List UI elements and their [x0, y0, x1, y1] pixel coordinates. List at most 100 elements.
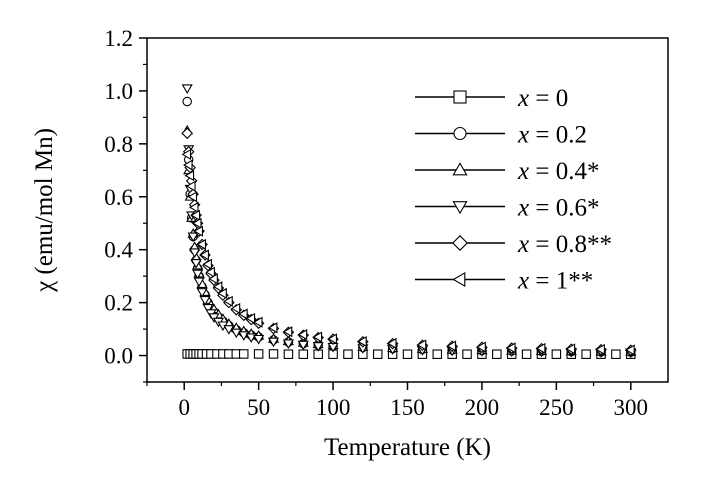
data-point	[551, 349, 562, 359]
data-point	[357, 335, 367, 348]
data-point	[182, 96, 192, 107]
data-point	[252, 316, 263, 328]
data-point	[196, 238, 206, 250]
legend-value: = 0.2	[529, 122, 587, 149]
legend-item: x = 0	[415, 85, 568, 112]
data-point	[402, 349, 413, 359]
data-point	[372, 349, 383, 359]
legend-var: x	[517, 122, 529, 149]
data-point	[283, 349, 294, 359]
legend-marker	[452, 201, 468, 215]
data-point	[253, 334, 265, 345]
data-point	[416, 339, 427, 351]
x-tick-label: 200	[465, 395, 500, 420]
legend-value: = 0	[529, 85, 568, 112]
data-point	[565, 343, 576, 355]
y-axis: 0.0 0.2 0.4 0.6 0.8 1.0 1.2	[104, 26, 147, 383]
x-axis: 0 50 100 150 200 250 300	[146, 382, 649, 420]
data-point	[581, 349, 591, 359]
data-point	[297, 340, 309, 351]
legend-value: = 0.4*	[529, 158, 599, 185]
data-point	[196, 288, 208, 298]
data-point	[182, 159, 193, 171]
data-point	[181, 84, 193, 94]
data-point	[386, 337, 397, 349]
y-tick-label: 1.0	[104, 79, 133, 104]
data-point	[184, 170, 195, 182]
data-point	[505, 342, 516, 354]
data-point	[535, 342, 546, 354]
data-point	[230, 302, 241, 315]
legend-label: x = 0.8**	[517, 231, 612, 258]
legend-value: = 0.8**	[529, 231, 612, 258]
data-point	[217, 287, 227, 299]
y-tick-label: 0.8	[104, 132, 133, 157]
y-tick-label: 0.2	[104, 291, 133, 316]
data-point	[298, 349, 309, 359]
data-point	[327, 333, 337, 345]
data-point	[267, 337, 280, 348]
data-point	[521, 349, 532, 359]
data-point	[181, 127, 194, 140]
data-point	[190, 209, 201, 221]
data-point	[492, 349, 502, 359]
data-point	[202, 258, 212, 270]
x-tick-label: 300	[614, 395, 649, 420]
data-point	[223, 325, 235, 335]
data-point	[212, 281, 223, 293]
x-tick-label: 150	[390, 395, 425, 420]
data-point	[268, 349, 279, 359]
y-tick-label: 1.2	[104, 26, 133, 51]
plot-area	[181, 84, 637, 359]
legend-value: = 0.6*	[529, 195, 599, 222]
data-point	[312, 331, 323, 343]
legend-item: x = 0.6*	[415, 195, 599, 222]
data-point	[282, 339, 294, 350]
legend-item: x = 1**	[415, 268, 593, 295]
x-tick-label: 50	[247, 395, 270, 420]
legend-var: x	[517, 158, 529, 185]
legend-label: x = 0.6*	[517, 195, 599, 222]
data-point	[625, 344, 635, 356]
legend-marker	[453, 90, 467, 104]
legend-item: x = 0.2	[415, 122, 587, 149]
legend-var: x	[517, 268, 529, 295]
data-point	[230, 328, 242, 339]
legend-item: x = 0.8**	[415, 231, 612, 258]
x-tick-label: 100	[316, 395, 351, 420]
data-point	[245, 333, 257, 343]
data-point	[343, 349, 353, 359]
legend-var: x	[517, 231, 529, 258]
data-point	[190, 259, 202, 269]
legend-marker	[452, 235, 468, 251]
data-point	[199, 249, 209, 261]
data-point	[185, 180, 196, 192]
data-point	[267, 322, 278, 334]
data-point	[189, 248, 201, 259]
legend-var: x	[517, 85, 529, 112]
y-tick-label: 0.6	[104, 185, 133, 210]
data-point	[192, 269, 204, 280]
series-5	[181, 148, 635, 356]
data-point	[223, 295, 233, 307]
data-point	[191, 217, 202, 229]
data-point	[205, 266, 215, 278]
data-point	[282, 326, 293, 338]
legend: x = 0x = 0.2x = 0.4*x = 0.6*x = 0.8**x =…	[415, 85, 612, 295]
legend-marker	[452, 162, 468, 176]
y-tick-label: 0.0	[104, 344, 133, 369]
data-point	[446, 340, 457, 352]
data-point	[297, 329, 308, 341]
data-point	[199, 296, 211, 306]
y-tick-label: 0.4	[104, 238, 133, 263]
legend-marker	[452, 271, 466, 288]
legend-label: x = 0.4*	[517, 158, 599, 185]
data-point	[462, 349, 472, 359]
y-axis-title: χ (emu/mol Mn)	[31, 128, 58, 293]
data-point	[238, 308, 248, 320]
legend-item: x = 0.4*	[415, 158, 599, 185]
legend-label: x = 0	[517, 85, 568, 112]
data-point	[193, 225, 204, 237]
